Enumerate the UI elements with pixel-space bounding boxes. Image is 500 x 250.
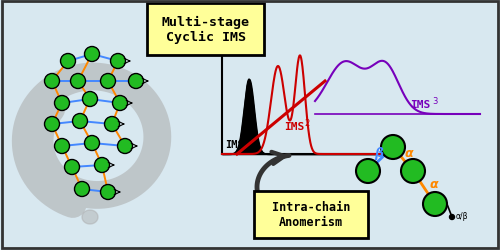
Text: 3: 3 bbox=[432, 96, 438, 106]
Circle shape bbox=[84, 47, 100, 62]
Text: β: β bbox=[374, 146, 383, 159]
Circle shape bbox=[60, 54, 76, 69]
Circle shape bbox=[84, 136, 100, 151]
Circle shape bbox=[70, 74, 86, 89]
Circle shape bbox=[104, 117, 120, 132]
Circle shape bbox=[110, 54, 126, 69]
Text: IMS: IMS bbox=[284, 122, 304, 132]
Circle shape bbox=[74, 182, 90, 197]
Circle shape bbox=[118, 139, 132, 154]
Text: 2: 2 bbox=[304, 118, 309, 128]
Polygon shape bbox=[82, 210, 98, 224]
Text: 1: 1 bbox=[248, 136, 254, 145]
Circle shape bbox=[82, 92, 98, 107]
Circle shape bbox=[401, 159, 425, 183]
Circle shape bbox=[44, 74, 60, 89]
Circle shape bbox=[128, 74, 144, 89]
FancyBboxPatch shape bbox=[254, 191, 368, 238]
Text: α/β: α/β bbox=[456, 211, 468, 220]
Circle shape bbox=[381, 136, 405, 159]
Circle shape bbox=[54, 96, 70, 111]
Circle shape bbox=[450, 215, 454, 220]
Circle shape bbox=[44, 117, 60, 132]
FancyBboxPatch shape bbox=[147, 4, 264, 56]
Circle shape bbox=[100, 74, 116, 89]
Circle shape bbox=[72, 114, 88, 129]
Text: Intra-chain
Anomerism: Intra-chain Anomerism bbox=[272, 201, 350, 228]
Circle shape bbox=[423, 192, 447, 216]
Text: IMS: IMS bbox=[225, 140, 244, 149]
Circle shape bbox=[54, 139, 70, 154]
Text: α: α bbox=[405, 146, 413, 159]
Circle shape bbox=[356, 159, 380, 183]
Text: IMS: IMS bbox=[410, 100, 430, 110]
Text: Multi-stage
Cyclic IMS: Multi-stage Cyclic IMS bbox=[162, 16, 250, 44]
Text: α: α bbox=[430, 177, 438, 190]
Circle shape bbox=[112, 96, 128, 111]
Circle shape bbox=[94, 158, 110, 173]
Circle shape bbox=[64, 160, 80, 175]
Circle shape bbox=[100, 185, 116, 200]
